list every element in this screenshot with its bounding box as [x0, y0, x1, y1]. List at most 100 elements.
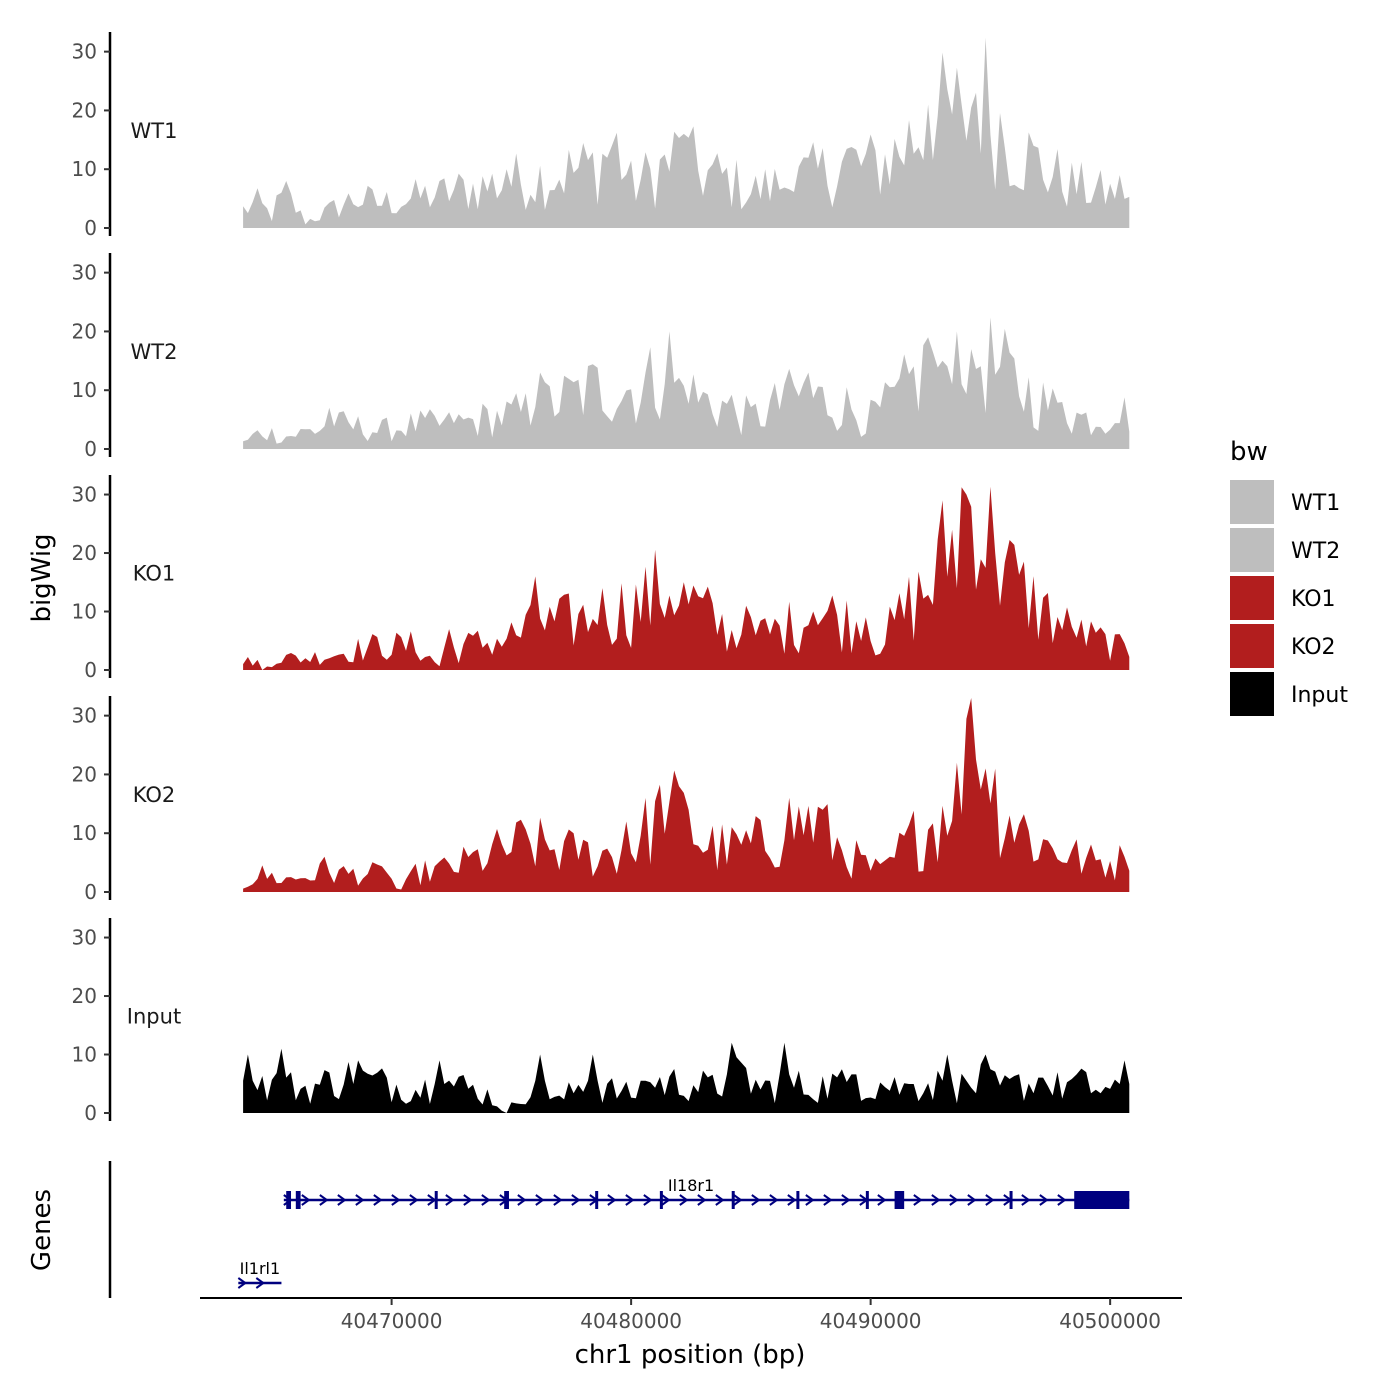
- strand-arrow: [679, 1194, 689, 1206]
- legend-label-input: Input: [1291, 683, 1348, 708]
- legend-title: bw: [1230, 437, 1268, 467]
- y-axis-title-bigwig: bigWig: [27, 533, 57, 622]
- track-input: 0 10 20 30 Input: [72, 918, 1130, 1125]
- legend-label-wt1: WT1: [1291, 491, 1340, 516]
- track-label-ko2: KO2: [133, 783, 176, 807]
- strand-arrow: [1021, 1194, 1031, 1206]
- strand-arrow: [823, 1194, 833, 1206]
- exon: [865, 1191, 869, 1209]
- legend-label-wt2: WT2: [1291, 539, 1340, 564]
- exon: [894, 1191, 905, 1209]
- exon: [286, 1191, 292, 1209]
- exon: [796, 1191, 800, 1209]
- strand-arrow: [355, 1194, 365, 1206]
- exon: [1009, 1191, 1013, 1209]
- x-axis: 40470000 40480000 40490000 40500000: [200, 1297, 1182, 1333]
- track-wt1: 0 10 20 30 WT1: [72, 32, 1130, 240]
- legend-label-ko1: KO1: [1291, 587, 1336, 612]
- signal-area-wt1: [243, 37, 1130, 228]
- legend-label-ko2: KO2: [1291, 635, 1336, 660]
- signal-tracks: 0 10 20 30 WT1 0 10 20 30 WT2 0 10 20 30 KO1 0 10 20 30 KO2…: [72, 32, 1130, 1125]
- legend-key-wt2: [1230, 528, 1274, 572]
- y-tick-label: 20: [72, 319, 97, 343]
- x-axis-title: chr1 position (bp): [575, 1340, 806, 1370]
- strand-arrow: [337, 1194, 347, 1206]
- y-tick-label: 30: [72, 483, 97, 507]
- strand-arrow: [661, 1194, 671, 1206]
- strand-arrow: [913, 1194, 923, 1206]
- y-tick-label: 0: [84, 1101, 97, 1125]
- y-tick-label: 0: [84, 216, 97, 240]
- x-tick-label: 40490000: [820, 1309, 922, 1333]
- strand-arrow: [373, 1194, 383, 1206]
- exon: [1074, 1191, 1130, 1209]
- y-axis-title-genes: Genes: [27, 1189, 57, 1271]
- strand-arrow: [481, 1194, 491, 1206]
- y-tick-label: 10: [72, 600, 97, 624]
- legend-key-wt1: [1230, 480, 1274, 524]
- exon: [504, 1191, 509, 1209]
- strand-arrow: [841, 1194, 851, 1206]
- y-tick-label: 10: [72, 157, 97, 181]
- strand-arrow: [931, 1194, 941, 1206]
- y-tick-label: 30: [72, 261, 97, 285]
- x-tick-label: 40500000: [1059, 1309, 1161, 1333]
- signal-area-wt2: [243, 317, 1130, 449]
- track-ko1: 0 10 20 30 KO1: [72, 475, 1130, 682]
- exon: [434, 1191, 438, 1209]
- strand-arrow: [697, 1194, 707, 1206]
- strand-arrow: [301, 1194, 311, 1206]
- y-tick-label: 30: [72, 926, 97, 950]
- strand-arrow: [553, 1194, 563, 1206]
- exon: [295, 1191, 301, 1209]
- exon: [731, 1191, 735, 1209]
- x-tick-label: 40480000: [580, 1309, 682, 1333]
- y-tick-label: 10: [72, 378, 97, 402]
- y-tick-label: 0: [84, 658, 97, 682]
- strand-arrow: [625, 1194, 635, 1206]
- y-tick-label: 30: [72, 40, 97, 64]
- y-tick-label: 20: [72, 984, 97, 1008]
- legend-key-ko2: [1230, 624, 1274, 668]
- y-tick-label: 20: [72, 98, 97, 122]
- legend-key-ko1: [1230, 576, 1274, 620]
- strand-arrow: [769, 1194, 779, 1206]
- gene-il1rl1: Il1rl1: [237, 1259, 282, 1289]
- strand-arrow: [517, 1194, 527, 1206]
- strand-arrow: [535, 1194, 545, 1206]
- exon: [595, 1191, 599, 1209]
- strand-arrow: [409, 1194, 419, 1206]
- exon: [659, 1191, 663, 1209]
- signal-area-input: [243, 1042, 1130, 1113]
- gene-track: Il18r1 Il1rl1: [108, 1161, 1130, 1298]
- strand-arrow: [787, 1194, 797, 1206]
- strand-arrow: [237, 1277, 248, 1289]
- track-label-wt2: WT2: [131, 340, 178, 364]
- strand-arrow: [643, 1194, 653, 1206]
- strand-arrow: [805, 1194, 815, 1206]
- track-label-wt1: WT1: [131, 119, 178, 143]
- track-ko2: 0 10 20 30 KO2: [72, 696, 1130, 904]
- strand-arrow: [877, 1194, 887, 1206]
- y-tick-label: 0: [84, 437, 97, 461]
- strand-arrow: [985, 1194, 995, 1206]
- legend: bw WT1 WT2 KO1 KO2 Input: [1230, 437, 1348, 716]
- strand-arrow: [733, 1194, 743, 1206]
- gene-il18r1: Il18r1: [283, 1176, 1130, 1209]
- signal-area-ko1: [243, 486, 1130, 670]
- strand-arrow: [391, 1194, 401, 1206]
- y-tick-label: 10: [72, 1043, 97, 1067]
- y-tick-label: 10: [72, 821, 97, 845]
- track-label-ko1: KO1: [133, 562, 176, 586]
- strand-arrow: [607, 1194, 617, 1206]
- strand-arrow: [255, 1277, 266, 1289]
- strand-arrow: [1039, 1194, 1049, 1206]
- strand-arrow: [571, 1194, 581, 1206]
- legend-key-input: [1230, 672, 1274, 716]
- y-tick-label: 0: [84, 880, 97, 904]
- gene-label: Il1rl1: [240, 1259, 281, 1278]
- strand-arrow: [715, 1194, 725, 1206]
- track-wt2: 0 10 20 30 WT2: [72, 253, 1130, 461]
- gene-label: Il18r1: [668, 1176, 714, 1195]
